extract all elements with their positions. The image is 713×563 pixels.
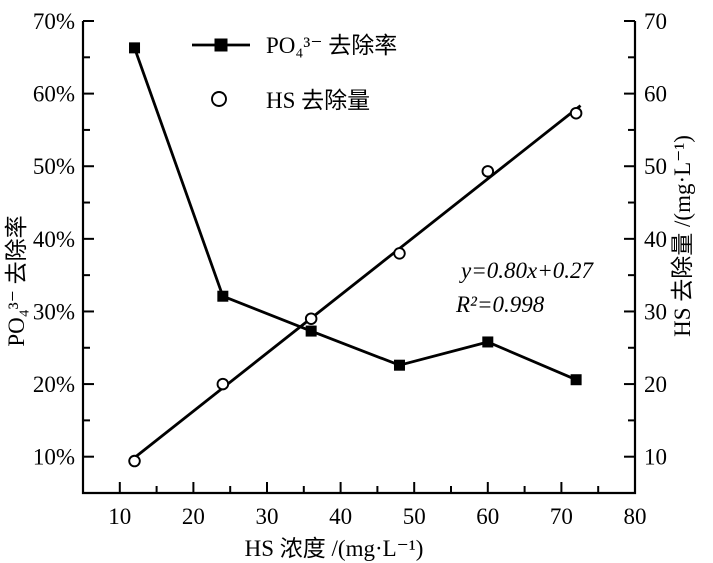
- data-point-circle: [393, 247, 406, 260]
- y-left-tick-label: 60%: [33, 82, 75, 107]
- x-axis-title: HS 浓度 /(mg·L⁻¹): [245, 536, 424, 561]
- y-right-tick-label: 20: [644, 372, 667, 397]
- data-point-square: [217, 290, 229, 302]
- data-point-square: [305, 325, 317, 337]
- x-tick-label: 30: [256, 504, 279, 529]
- y-right-tick-label: 70: [644, 9, 667, 34]
- data-point-square: [570, 374, 582, 386]
- x-tick-label: 80: [624, 504, 647, 529]
- fit-line: [132, 104, 582, 460]
- legend-label-hs-removal: HS 去除量: [266, 88, 370, 113]
- y-right-tick-label: 10: [644, 445, 667, 470]
- po4-series-line: [133, 47, 577, 382]
- x-tick-label: 50: [403, 504, 426, 529]
- x-tick-label: 10: [108, 504, 131, 529]
- y-left-tick-label: 30%: [33, 299, 75, 324]
- y-right-tick-label: 40: [644, 227, 667, 252]
- fit-equation-text: y=0.80x+0.27: [459, 258, 594, 283]
- y-left-tick-label: 40%: [33, 227, 75, 252]
- y-left-tick-label: 10%: [33, 445, 75, 470]
- y-axis-right-title: HS 去除量 /(mg·L⁻¹): [670, 135, 695, 337]
- legend: PO₄³⁻ 去除率 HS 去除量: [192, 33, 397, 113]
- data-point-circle: [304, 312, 318, 325]
- data-point-circle: [481, 165, 495, 178]
- x-tick-label: 60: [476, 504, 499, 529]
- y-right-tick-label: 30: [644, 299, 667, 324]
- y-left-tick-label: 70%: [33, 9, 75, 34]
- x-tick-label: 70: [550, 504, 573, 529]
- fit-annotation: y=0.80x+0.27 R²=0.998: [455, 258, 594, 317]
- legend-filled-square-marker: [214, 38, 228, 52]
- fit-r-squared-text: R²=0.998: [455, 292, 545, 317]
- data-point-circle: [569, 106, 583, 120]
- y-left-tick-label: 50%: [33, 154, 75, 179]
- y-left-tick-label: 20%: [33, 372, 75, 397]
- series-layer: [128, 42, 583, 468]
- data-point-square: [482, 336, 494, 348]
- y-axis-left-title: PO₄³⁻ 去除率: [4, 215, 29, 346]
- data-point-circle: [128, 454, 141, 468]
- axes-layer: 10% 20% 30% 40% 50% 60% 70% 10 20 30 40 50 60 70 10 20 3…: [33, 9, 667, 529]
- x-tick-label: 40: [329, 504, 352, 529]
- y-right-tick-label: 60: [644, 82, 667, 107]
- legend-label-po4-removal: PO₄³⁻ 去除率: [266, 33, 397, 58]
- y-right-tick-label: 50: [644, 154, 667, 179]
- legend-open-circle-marker: [211, 91, 227, 107]
- data-point-square: [393, 359, 405, 371]
- data-point-square: [129, 42, 141, 54]
- data-point-circle: [216, 377, 230, 391]
- axis-frame: [81, 21, 637, 495]
- x-tick-label: 20: [182, 504, 205, 529]
